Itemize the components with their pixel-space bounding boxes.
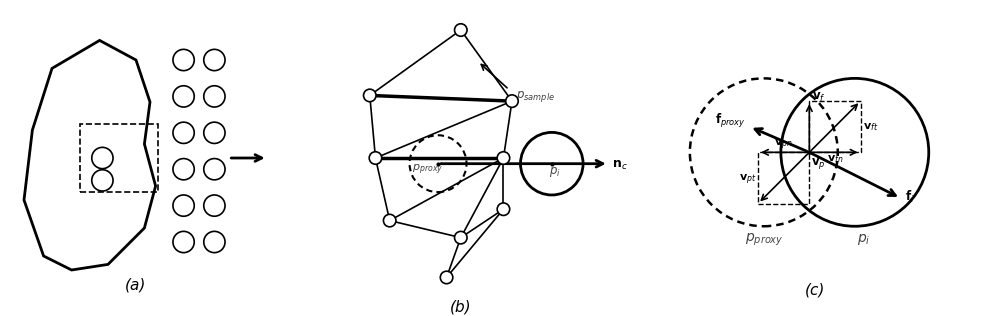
Circle shape [455, 231, 467, 244]
Text: $p_i$: $p_i$ [857, 232, 870, 247]
Text: (b): (b) [450, 300, 472, 314]
Text: (a): (a) [125, 277, 147, 292]
Bar [809, 101, 861, 152]
Circle shape [440, 271, 453, 284]
Circle shape [455, 24, 467, 36]
Text: $p_{proxy}$: $p_{proxy}$ [412, 162, 444, 177]
Circle shape [369, 152, 382, 164]
Text: $\mathbf{v}_f$: $\mathbf{v}_f$ [812, 91, 826, 104]
Text: $\mathbf{v}_{pt}$: $\mathbf{v}_{pt}$ [739, 172, 757, 186]
Text: $\mathbf{v}_{pn}$: $\mathbf{v}_{pn}$ [774, 138, 793, 152]
Circle shape [383, 214, 396, 227]
Circle shape [497, 203, 510, 216]
Bar [80, 125, 158, 191]
Circle shape [364, 89, 376, 102]
Text: $p_{sample}$: $p_{sample}$ [516, 89, 555, 104]
Text: $\mathbf{f}_{proxy}$: $\mathbf{f}_{proxy}$ [715, 112, 745, 130]
Bar [758, 152, 809, 204]
Text: $\mathbf{v}_{fn}$: $\mathbf{v}_{fn}$ [827, 153, 843, 165]
Text: $\mathbf{f}_i$: $\mathbf{f}_i$ [905, 189, 914, 205]
Text: $p_i$: $p_i$ [549, 165, 561, 179]
Text: $\mathbf{v}_p$: $\mathbf{v}_p$ [811, 156, 825, 171]
Text: (c): (c) [805, 283, 825, 297]
Text: $\mathbf{v}_{ft}$: $\mathbf{v}_{ft}$ [863, 121, 879, 133]
Circle shape [506, 95, 518, 107]
Circle shape [497, 152, 510, 164]
Text: $p_{proxy}$: $p_{proxy}$ [745, 232, 783, 248]
Text: $\mathbf{n}_c$: $\mathbf{n}_c$ [612, 159, 627, 172]
